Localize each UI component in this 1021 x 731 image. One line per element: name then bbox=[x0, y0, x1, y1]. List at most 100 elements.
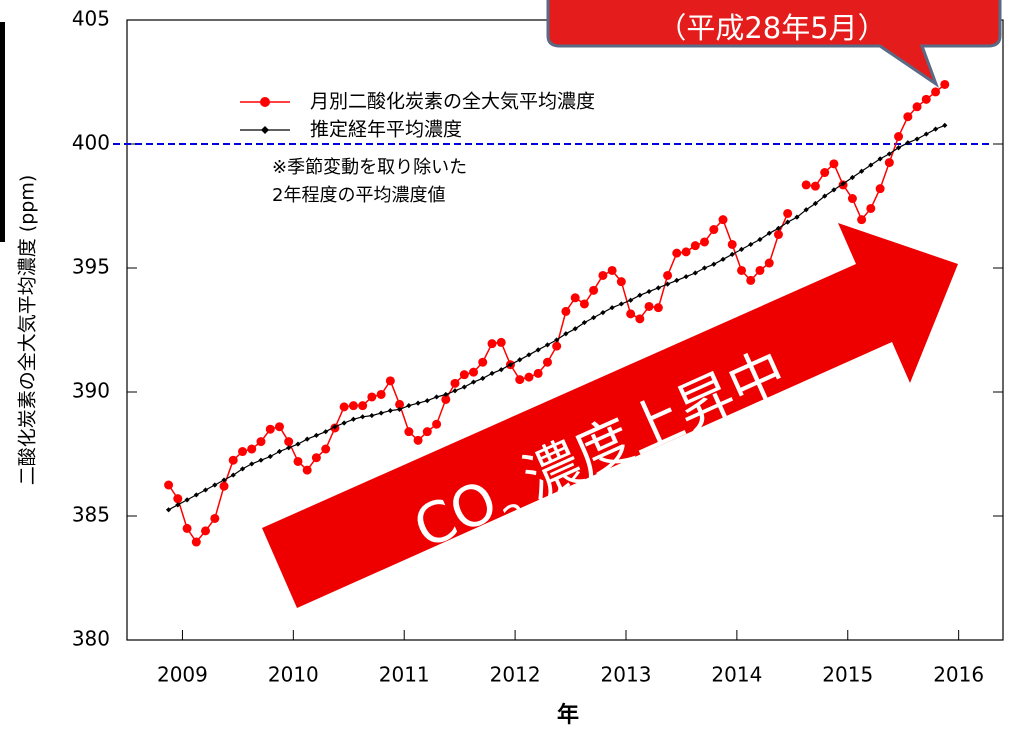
point bbox=[942, 122, 948, 128]
point bbox=[628, 297, 634, 303]
point bbox=[820, 168, 830, 178]
point bbox=[746, 275, 756, 285]
point bbox=[849, 174, 856, 181]
point bbox=[579, 299, 589, 309]
point bbox=[572, 326, 578, 332]
x-tick-label: 2015 bbox=[822, 663, 873, 687]
point bbox=[690, 241, 700, 251]
point bbox=[905, 140, 911, 146]
trend-arrow bbox=[262, 223, 958, 608]
point bbox=[498, 367, 504, 373]
point bbox=[727, 239, 737, 249]
x-axis-label: 年 bbox=[557, 702, 579, 728]
callout bbox=[546, 0, 1002, 88]
point bbox=[570, 293, 580, 303]
x-tick-label: 2009 bbox=[157, 663, 208, 687]
point bbox=[341, 420, 347, 426]
point bbox=[424, 398, 430, 404]
point bbox=[461, 384, 467, 390]
point bbox=[831, 187, 837, 193]
point bbox=[533, 368, 543, 378]
point bbox=[193, 492, 199, 498]
point bbox=[801, 180, 811, 190]
point bbox=[173, 494, 183, 504]
point bbox=[432, 419, 442, 429]
callout-text: （平成28年5月） bbox=[657, 11, 886, 45]
point bbox=[609, 305, 615, 311]
legend-marker bbox=[260, 97, 270, 107]
x-tick-label: 2014 bbox=[711, 663, 762, 687]
point bbox=[182, 523, 192, 533]
point bbox=[681, 247, 691, 257]
point bbox=[385, 376, 395, 386]
point bbox=[212, 482, 218, 488]
point bbox=[653, 303, 663, 313]
point bbox=[921, 94, 931, 104]
point bbox=[249, 461, 255, 467]
y-tick-label: 390 bbox=[72, 379, 110, 403]
point bbox=[358, 401, 368, 411]
point bbox=[489, 370, 495, 376]
point bbox=[433, 394, 440, 400]
point bbox=[748, 241, 754, 248]
y-tick-label: 405 bbox=[72, 7, 110, 31]
x-tick-label: 2013 bbox=[601, 663, 652, 687]
point bbox=[699, 237, 709, 247]
point bbox=[737, 265, 747, 275]
point bbox=[313, 432, 319, 438]
point bbox=[552, 341, 562, 351]
point bbox=[672, 248, 682, 258]
point bbox=[711, 261, 717, 267]
point bbox=[886, 151, 892, 157]
point bbox=[544, 342, 551, 348]
point bbox=[175, 502, 181, 508]
point bbox=[607, 265, 617, 275]
point bbox=[701, 265, 708, 271]
point bbox=[775, 225, 782, 231]
point bbox=[526, 352, 532, 358]
point bbox=[230, 472, 236, 478]
point bbox=[276, 448, 283, 455]
point bbox=[332, 424, 338, 430]
point bbox=[221, 477, 227, 483]
point bbox=[450, 378, 460, 388]
point bbox=[267, 453, 273, 460]
point bbox=[415, 400, 421, 406]
point bbox=[931, 87, 941, 97]
point bbox=[395, 399, 405, 409]
point bbox=[581, 319, 588, 326]
point bbox=[507, 362, 514, 368]
point bbox=[210, 513, 220, 523]
point bbox=[284, 437, 294, 447]
point bbox=[563, 331, 569, 337]
point bbox=[692, 270, 698, 276]
point bbox=[554, 337, 560, 343]
point bbox=[478, 357, 488, 367]
point bbox=[496, 337, 506, 347]
point bbox=[202, 487, 209, 493]
point bbox=[868, 162, 874, 168]
x-tick-label: 2010 bbox=[268, 663, 319, 687]
legend-label: 推定経年平均濃度 bbox=[310, 119, 462, 141]
point bbox=[840, 181, 846, 187]
x-tick-label: 2012 bbox=[490, 663, 541, 687]
point bbox=[441, 394, 451, 404]
point bbox=[369, 412, 375, 419]
point bbox=[367, 392, 377, 402]
point bbox=[683, 274, 689, 280]
point bbox=[914, 136, 920, 142]
point bbox=[295, 441, 301, 447]
point bbox=[406, 403, 412, 409]
point bbox=[323, 429, 329, 435]
point bbox=[321, 444, 331, 454]
point bbox=[626, 309, 636, 319]
point bbox=[859, 168, 865, 174]
point bbox=[598, 270, 608, 280]
point bbox=[877, 156, 883, 162]
point bbox=[766, 230, 772, 236]
point bbox=[201, 526, 211, 536]
point bbox=[339, 402, 349, 412]
point bbox=[304, 436, 310, 442]
point bbox=[443, 391, 449, 398]
